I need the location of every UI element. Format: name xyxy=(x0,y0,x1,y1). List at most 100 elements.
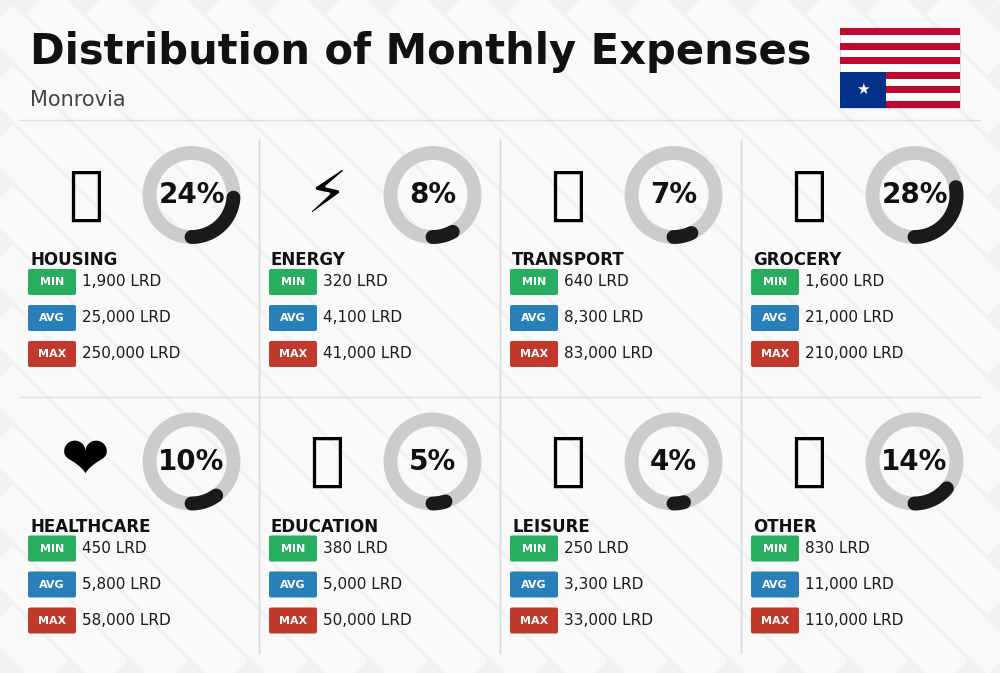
Text: 🎓: 🎓 xyxy=(309,433,344,490)
Text: 14%: 14% xyxy=(881,448,948,476)
Text: 250 LRD: 250 LRD xyxy=(564,541,629,556)
Text: 5,800 LRD: 5,800 LRD xyxy=(82,577,161,592)
FancyBboxPatch shape xyxy=(269,536,317,561)
Text: 320 LRD: 320 LRD xyxy=(323,275,388,289)
Text: 28%: 28% xyxy=(881,181,948,209)
FancyBboxPatch shape xyxy=(840,71,886,108)
Text: 8,300 LRD: 8,300 LRD xyxy=(564,310,643,326)
Text: AVG: AVG xyxy=(280,313,306,323)
Text: 25,000 LRD: 25,000 LRD xyxy=(82,310,171,326)
FancyBboxPatch shape xyxy=(269,269,317,295)
FancyBboxPatch shape xyxy=(28,571,76,598)
Text: AVG: AVG xyxy=(39,313,65,323)
FancyBboxPatch shape xyxy=(840,71,960,79)
Text: OTHER: OTHER xyxy=(753,518,817,536)
Text: 8%: 8% xyxy=(409,181,456,209)
Text: MIN: MIN xyxy=(281,277,305,287)
Text: MIN: MIN xyxy=(522,544,546,553)
FancyBboxPatch shape xyxy=(510,269,558,295)
Text: 5%: 5% xyxy=(409,448,456,476)
Text: 24%: 24% xyxy=(158,181,225,209)
FancyBboxPatch shape xyxy=(510,571,558,598)
Text: 21,000 LRD: 21,000 LRD xyxy=(805,310,894,326)
FancyBboxPatch shape xyxy=(840,42,960,50)
FancyBboxPatch shape xyxy=(28,608,76,633)
FancyBboxPatch shape xyxy=(510,341,558,367)
Text: 41,000 LRD: 41,000 LRD xyxy=(323,347,412,361)
Text: HEALTHCARE: HEALTHCARE xyxy=(30,518,150,536)
Text: 830 LRD: 830 LRD xyxy=(805,541,870,556)
Text: AVG: AVG xyxy=(280,579,306,590)
Text: 210,000 LRD: 210,000 LRD xyxy=(805,347,903,361)
Text: MAX: MAX xyxy=(38,349,66,359)
Text: 4,100 LRD: 4,100 LRD xyxy=(323,310,402,326)
FancyBboxPatch shape xyxy=(751,269,799,295)
FancyBboxPatch shape xyxy=(28,305,76,331)
Text: 83,000 LRD: 83,000 LRD xyxy=(564,347,653,361)
FancyBboxPatch shape xyxy=(269,608,317,633)
Text: 💰: 💰 xyxy=(791,433,826,490)
Text: 🛒: 🛒 xyxy=(791,166,826,223)
Text: 10%: 10% xyxy=(158,448,225,476)
Text: MAX: MAX xyxy=(38,616,66,625)
Text: AVG: AVG xyxy=(521,579,547,590)
Text: 640 LRD: 640 LRD xyxy=(564,275,629,289)
Text: 🏢: 🏢 xyxy=(68,166,103,223)
FancyBboxPatch shape xyxy=(751,608,799,633)
FancyBboxPatch shape xyxy=(840,28,960,35)
Text: 🛍: 🛍 xyxy=(550,433,585,490)
Text: 1,900 LRD: 1,900 LRD xyxy=(82,275,161,289)
Text: 380 LRD: 380 LRD xyxy=(323,541,388,556)
Text: MIN: MIN xyxy=(40,277,64,287)
FancyBboxPatch shape xyxy=(510,305,558,331)
Text: 250,000 LRD: 250,000 LRD xyxy=(82,347,180,361)
Text: 110,000 LRD: 110,000 LRD xyxy=(805,613,903,628)
Text: 3,300 LRD: 3,300 LRD xyxy=(564,577,643,592)
Text: EDUCATION: EDUCATION xyxy=(271,518,379,536)
Text: ❤️: ❤️ xyxy=(61,433,110,490)
Text: MAX: MAX xyxy=(520,616,548,625)
Text: HOUSING: HOUSING xyxy=(30,251,117,269)
Text: AVG: AVG xyxy=(762,313,788,323)
Text: MIN: MIN xyxy=(40,544,64,553)
FancyBboxPatch shape xyxy=(751,571,799,598)
FancyBboxPatch shape xyxy=(28,536,76,561)
Text: MAX: MAX xyxy=(761,616,789,625)
Text: ⚡: ⚡ xyxy=(306,166,347,223)
Text: MIN: MIN xyxy=(763,544,787,553)
Text: MAX: MAX xyxy=(279,616,307,625)
Text: LEISURE: LEISURE xyxy=(512,518,590,536)
FancyBboxPatch shape xyxy=(751,536,799,561)
Text: 33,000 LRD: 33,000 LRD xyxy=(564,613,653,628)
Text: MAX: MAX xyxy=(520,349,548,359)
FancyBboxPatch shape xyxy=(840,28,960,108)
Text: Monrovia: Monrovia xyxy=(30,90,126,110)
Text: 1,600 LRD: 1,600 LRD xyxy=(805,275,884,289)
Text: Distribution of Monthly Expenses: Distribution of Monthly Expenses xyxy=(30,31,812,73)
Text: 5,000 LRD: 5,000 LRD xyxy=(323,577,402,592)
Text: MAX: MAX xyxy=(761,349,789,359)
FancyBboxPatch shape xyxy=(840,57,960,65)
Text: 58,000 LRD: 58,000 LRD xyxy=(82,613,171,628)
FancyBboxPatch shape xyxy=(840,86,960,94)
Text: MAX: MAX xyxy=(279,349,307,359)
Text: GROCERY: GROCERY xyxy=(753,251,841,269)
Text: ENERGY: ENERGY xyxy=(271,251,346,269)
Text: 4%: 4% xyxy=(650,448,697,476)
Text: TRANSPORT: TRANSPORT xyxy=(512,251,625,269)
FancyBboxPatch shape xyxy=(840,101,960,108)
FancyBboxPatch shape xyxy=(510,536,558,561)
Text: AVG: AVG xyxy=(762,579,788,590)
Text: 🚌: 🚌 xyxy=(550,166,585,223)
FancyBboxPatch shape xyxy=(28,269,76,295)
FancyBboxPatch shape xyxy=(510,608,558,633)
Text: AVG: AVG xyxy=(521,313,547,323)
Text: MIN: MIN xyxy=(763,277,787,287)
Text: 11,000 LRD: 11,000 LRD xyxy=(805,577,894,592)
Text: 450 LRD: 450 LRD xyxy=(82,541,147,556)
FancyBboxPatch shape xyxy=(751,305,799,331)
Text: 7%: 7% xyxy=(650,181,697,209)
FancyBboxPatch shape xyxy=(751,341,799,367)
Text: AVG: AVG xyxy=(39,579,65,590)
Text: 50,000 LRD: 50,000 LRD xyxy=(323,613,412,628)
